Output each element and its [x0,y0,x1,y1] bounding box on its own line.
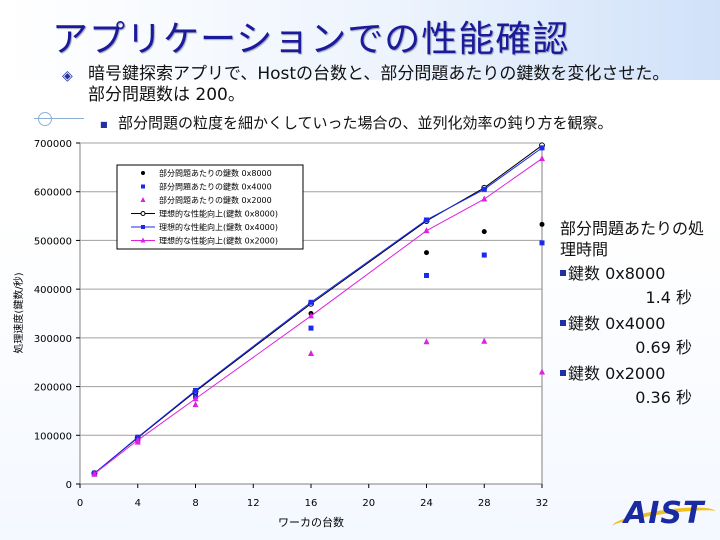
data-point [481,186,487,192]
square-bullet-icon: ■ [100,120,108,129]
x-tick-label: 8 [192,498,198,509]
timing-panel: 部分問題あたりの処理時間 鍵数 0x8000 1.4 秒 鍵数 0x4000 0… [560,218,718,410]
x-tick-label: 12 [247,498,260,509]
timing-item-label: 鍵数 0x4000 [568,314,666,333]
data-point [539,155,545,162]
legend-label: 理想的な性能向上(鍵数 0x2000) [159,236,278,246]
legend-label: 部分問題あたりの鍵数 0x4000 [159,182,272,192]
x-tick-label: 24 [420,498,433,509]
y-axis-label: 処理速度(鍵数/秒) [12,272,25,353]
y-tick-label: 0 [66,480,72,491]
legend-label: 理想的な性能向上(鍵数 0x8000) [159,209,278,219]
x-tick-label: 16 [305,498,318,509]
data-point [308,299,314,305]
timing-item: 鍵数 0x4000 [560,312,718,336]
x-tick-label: 0 [77,498,83,509]
data-point [539,221,545,227]
legend-label: 理想的な性能向上(鍵数 0x4000) [159,222,278,232]
decorative-line [34,118,84,119]
data-point [141,225,145,229]
legend-box [116,164,304,250]
timing-item: 鍵数 0x8000 [560,262,718,286]
data-point [481,195,488,202]
data-point [140,211,146,216]
data-point [140,197,146,202]
data-point [539,368,545,375]
aist-logo: AIST [611,496,717,538]
data-point [424,217,429,223]
y-tick-label: 600000 [34,188,72,199]
x-axis-label: ワーカの台数 [278,515,344,529]
bullet-main-text: 暗号鍵探索アプリで、Hostの台数と、部分問題あたりの鍵数を変化させた。部分問題… [88,64,670,105]
data-point [481,252,487,258]
timing-item-label: 鍵数 0x2000 [568,364,666,383]
data-point [308,325,314,331]
timing-item-value: 0.36 秒 [635,388,692,407]
series [91,155,545,477]
square-bullet-icon [560,320,566,326]
bullet-main: ◈ 暗号鍵探索アプリで、Hostの台数と、部分問題あたりの鍵数を変化させた。部分… [62,64,677,106]
data-point [539,145,545,151]
title-background [0,0,720,80]
data-point [308,349,314,356]
timing-item-value: 0.69 秒 [635,338,692,357]
data-point [423,227,430,234]
data-point [539,240,545,246]
timing-item-value: 1.4 秒 [645,288,692,307]
timing-item-label: 鍵数 0x8000 [568,264,666,283]
scatter-chart: 0 100000 200000 300000 400000 500000 600000 700… [12,139,549,529]
data-point [141,184,145,189]
x-tick-label: 28 [478,498,491,509]
logo-text: AIST [624,496,705,531]
data-point [481,337,488,344]
y-tick-label: 300000 [34,334,72,345]
data-point [192,395,199,402]
y-tick-label: 700000 [34,139,72,150]
y-tick-label: 200000 [34,383,72,394]
x-tick-label: 32 [536,498,549,509]
square-bullet-icon [560,370,566,376]
data-point [91,470,98,477]
series-layer [91,142,545,477]
timing-item: 鍵数 0x2000 [560,362,718,386]
slide-title: アプリケーションでの性能確認 [52,19,570,60]
bullet-sub-text: 部分問題の粒度を細かくしていった場合の、並列化効率の鈍り方を観察。 [118,114,613,132]
data-point [192,401,199,408]
data-point [424,250,429,256]
data-point [481,229,487,235]
data-point [424,273,429,279]
bullet-sub: ■ 部分問題の粒度を細かくしていった場合の、並列化効率の鈍り方を観察。 [100,113,700,133]
timing-heading: 部分問題あたりの処理時間 [560,219,705,259]
axes: 0 100000 200000 300000 400000 500000 600000 700… [34,139,549,509]
data-point [140,237,146,243]
y-tick-label: 500000 [34,236,72,247]
data-point [423,338,430,345]
x-tick-label: 20 [362,498,375,509]
diamond-bullet-icon: ◈ [62,68,73,84]
x-tick-label: 4 [135,498,141,509]
y-tick-label: 100000 [34,431,72,442]
legend-label: 部分問題あたりの鍵数 0x8000 [159,168,272,178]
data-point [308,312,314,319]
data-point [134,436,141,443]
legend: 部分問題あたりの鍵数 0x8000 部分問題あたりの鍵数 0x4000 部分問題あた… [116,164,304,250]
decorative-circle [38,112,52,126]
y-tick-label: 400000 [34,285,72,296]
data-point [193,387,198,393]
legend-label: 部分問題あたりの鍵数 0x2000 [159,195,272,205]
square-bullet-icon [560,270,566,276]
data-point [141,171,145,175]
